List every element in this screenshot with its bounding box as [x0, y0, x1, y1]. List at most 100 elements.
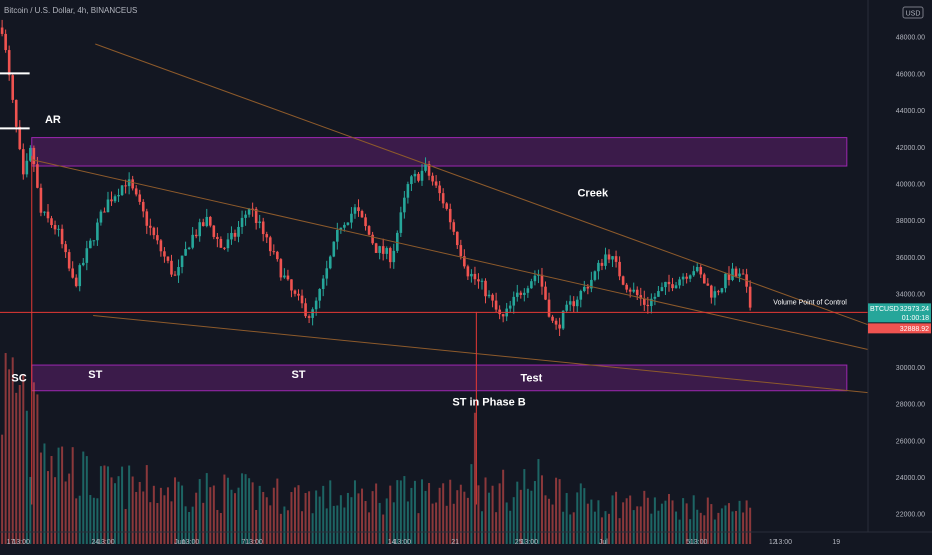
- volume-bar: [329, 480, 332, 544]
- descending-resistance-line[interactable]: [95, 43, 869, 326]
- volume-bar: [502, 469, 505, 544]
- volume-bar: [191, 506, 194, 544]
- candle-body: [388, 248, 392, 263]
- candle-body: [216, 236, 219, 239]
- volume-bar: [181, 485, 184, 544]
- candle-body: [177, 267, 180, 276]
- volume-bar: [276, 478, 279, 544]
- volume-bar: [269, 505, 272, 544]
- current-price-tag[interactable]: [868, 303, 931, 323]
- volume-bar: [286, 510, 289, 544]
- candle: [50, 215, 53, 229]
- volume-bar: [110, 477, 113, 544]
- candle-body: [201, 222, 205, 227]
- candle-body: [646, 304, 650, 307]
- volume-bar: [410, 487, 413, 544]
- candle-body: [29, 147, 32, 161]
- volume-bar: [636, 506, 639, 544]
- candle: [724, 272, 727, 293]
- candle-body: [357, 207, 360, 212]
- candle-body: [392, 250, 396, 263]
- st-phase-b-label: ST in Phase B: [452, 396, 525, 408]
- candle-body: [230, 232, 233, 240]
- volume-bar: [68, 473, 71, 544]
- low-price-tag[interactable]: [868, 323, 931, 334]
- candle: [392, 243, 396, 269]
- candle: [406, 181, 410, 204]
- candle-body: [558, 324, 561, 329]
- volume-bar: [512, 497, 515, 544]
- volume-bar: [301, 511, 304, 544]
- candle-body: [124, 185, 127, 187]
- candle-body: [173, 274, 177, 276]
- candle: [318, 288, 321, 309]
- volume-bar: [696, 509, 699, 544]
- candle-body: [113, 196, 117, 202]
- volume-bar: [357, 493, 360, 544]
- volume-bar: [138, 481, 141, 544]
- candle: [191, 227, 194, 250]
- channel-lower-line[interactable]: [93, 315, 869, 394]
- candle-body: [311, 309, 314, 318]
- candle: [244, 210, 247, 226]
- volume-bar: [650, 513, 653, 544]
- candle-body: [671, 284, 674, 289]
- candle: [445, 202, 449, 211]
- candle: [635, 286, 639, 301]
- candle-body: [339, 227, 343, 230]
- candle-body: [600, 262, 604, 266]
- x-tick-label: Jun: [174, 539, 185, 546]
- volume-bar: [403, 476, 406, 544]
- candle: [660, 282, 664, 292]
- candle-body: [466, 266, 470, 277]
- candle-body: [381, 246, 385, 254]
- volume-bar: [392, 502, 395, 544]
- candle-body: [60, 228, 64, 245]
- volume-bar: [177, 481, 180, 544]
- volume-bar: [548, 498, 551, 544]
- volume-bar: [466, 497, 469, 544]
- candle: [81, 257, 85, 267]
- candle: [512, 291, 516, 314]
- candle: [198, 218, 202, 242]
- candle-body: [163, 251, 166, 257]
- volume-bar: [71, 447, 74, 544]
- candle: [60, 224, 64, 249]
- volume-bar: [258, 485, 261, 544]
- volume-bar: [96, 498, 99, 544]
- volume-bar: [590, 499, 593, 544]
- volume-bar: [544, 495, 547, 544]
- candle-body: [650, 298, 653, 307]
- candle-body: [699, 266, 703, 275]
- candle-body: [533, 275, 537, 282]
- currency-badge[interactable]: USD: [902, 6, 924, 19]
- volume-bar: [322, 485, 325, 544]
- candle-body: [621, 276, 625, 285]
- volume-bar: [463, 491, 466, 544]
- low-price-label: 32888.92: [900, 326, 929, 333]
- volume-bar: [657, 510, 660, 544]
- candle: [353, 204, 357, 219]
- volume-bar: [745, 500, 748, 544]
- volume-bar: [421, 479, 424, 544]
- volume-bar: [233, 493, 236, 544]
- candle: [413, 170, 417, 183]
- candle-body: [695, 266, 699, 272]
- candle: [491, 293, 494, 308]
- volume-bar: [671, 500, 674, 544]
- volume-bar: [293, 487, 296, 544]
- volume-bar: [382, 514, 385, 544]
- volume-bar: [308, 491, 311, 544]
- volume-bar: [742, 512, 745, 544]
- candle-body: [336, 229, 339, 242]
- channel-upper-line[interactable]: [31, 159, 869, 350]
- volume-bar: [396, 480, 399, 544]
- volume-bar: [142, 491, 145, 544]
- volume-bar: [297, 485, 300, 544]
- volume-bar: [438, 487, 441, 544]
- candle: [480, 278, 484, 290]
- volume-bar: [39, 452, 42, 544]
- candle-body: [307, 316, 311, 318]
